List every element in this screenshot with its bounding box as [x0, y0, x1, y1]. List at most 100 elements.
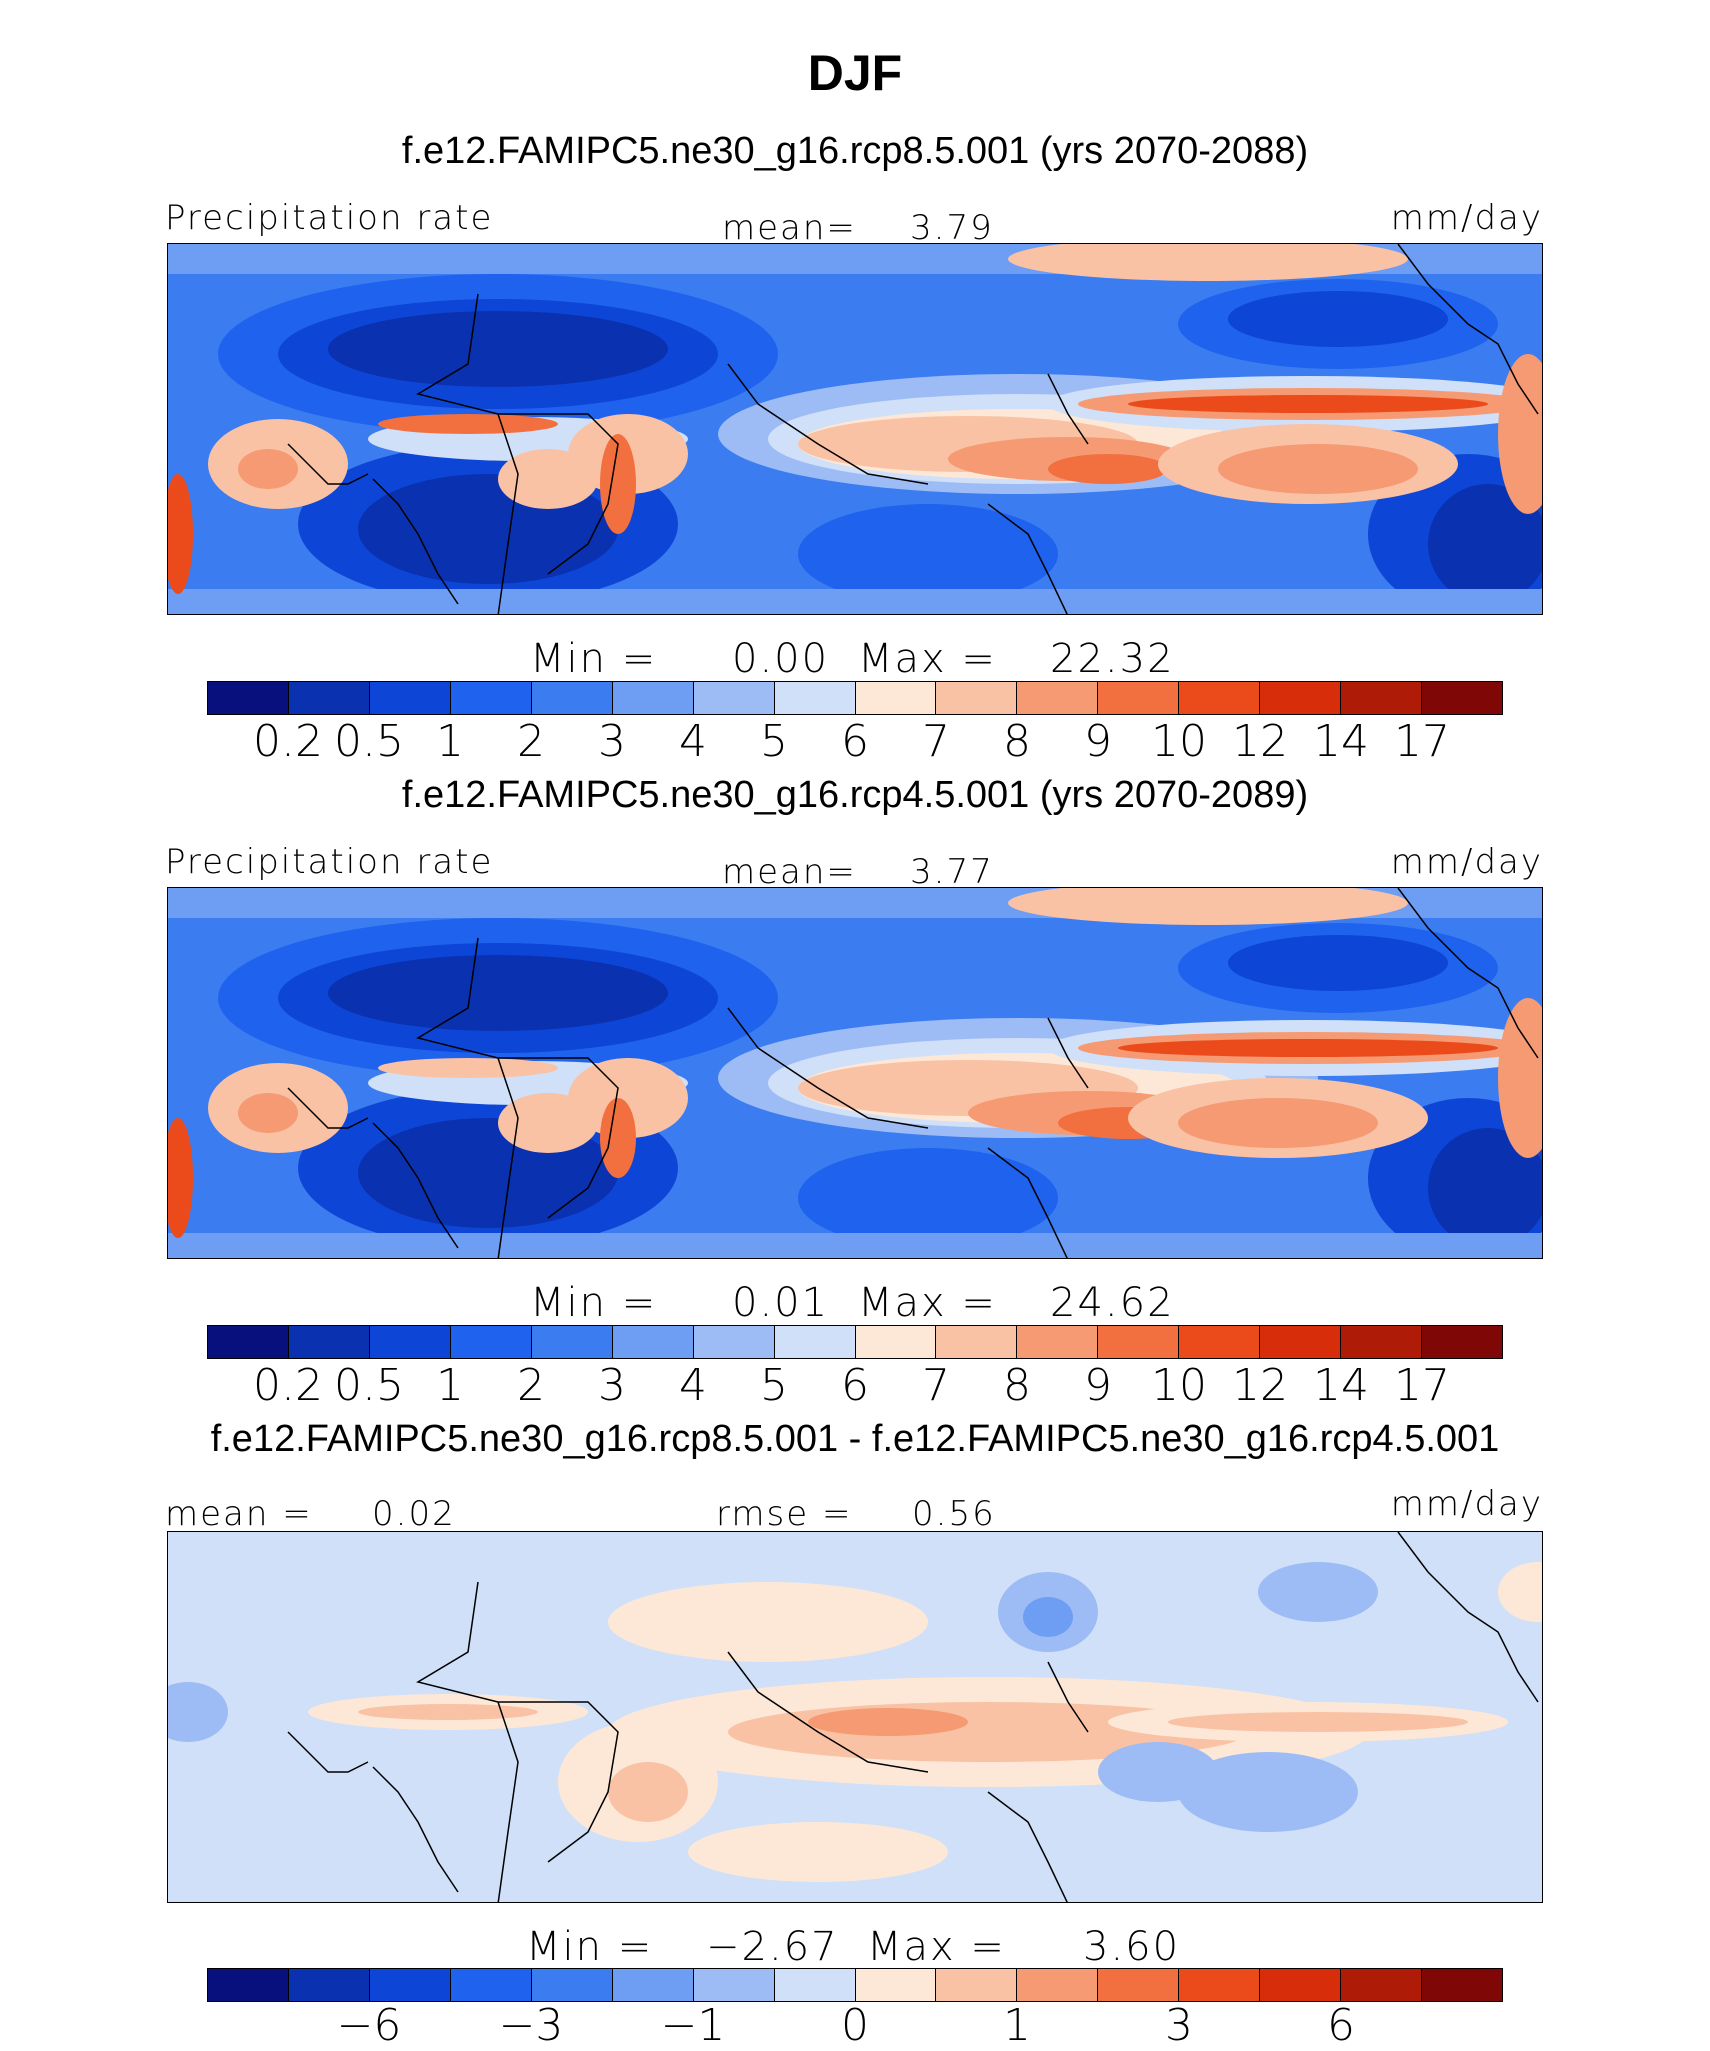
colorbar-tick: 17	[1394, 1360, 1450, 1411]
panel2-case-title: f.e12.FAMIPC5.ne30_g16.rcp4.5.001 (yrs 2…	[401, 774, 1309, 816]
colorbar-swatch	[1341, 1969, 1423, 2001]
panel3-difference-map	[167, 1531, 1543, 1903]
colorbar-tick: 0.5	[334, 1360, 404, 1411]
colorbar-swatch	[1098, 1969, 1180, 2001]
panel3-mean-label: mean =	[165, 1494, 313, 1534]
colorbar-swatch	[774, 1326, 856, 1358]
colorbar-swatch	[693, 1326, 775, 1358]
colorbar-tick: 6	[841, 716, 869, 767]
colorbar-swatch	[1341, 1326, 1423, 1358]
colorbar-tick: −3	[498, 2000, 564, 2051]
panel1-max-value: 22.32	[1050, 636, 1175, 682]
colorbar-swatch	[855, 1326, 937, 1358]
panel2-max-value: 24.62	[1050, 1280, 1175, 1326]
colorbar-tick: 5	[760, 716, 788, 767]
colorbar-swatch	[531, 682, 613, 714]
panel1-min-value: 0.00	[732, 636, 830, 682]
colorbar-tick: 7	[922, 1360, 950, 1411]
panel2-variable-label: Precipitation rate	[165, 842, 494, 882]
colorbar-swatch	[936, 1969, 1018, 2001]
panel3-rmse-value: 0.56	[912, 1494, 996, 1534]
colorbar-tick: 2	[517, 716, 545, 767]
colorbar-tick: −6	[336, 2000, 402, 2051]
panel2-mean-label: mean=	[722, 852, 857, 892]
colorbar-swatch	[531, 1326, 613, 1358]
colorbar-swatch	[1260, 682, 1342, 714]
colorbar-swatch	[774, 682, 856, 714]
colorbar-swatch	[1017, 1326, 1099, 1358]
panel2-min-value: 0.01	[732, 1280, 830, 1326]
colorbar-swatch	[1098, 682, 1180, 714]
colorbar-tick: 0.5	[334, 716, 404, 767]
colorbar-swatch	[531, 1969, 613, 2001]
panel3-units: mm/day	[1390, 1484, 1543, 1524]
colorbar-swatch	[774, 1969, 856, 2001]
colorbar-swatch	[208, 1326, 289, 1358]
panel2-max-label: Max =	[858, 1280, 997, 1326]
colorbar-tick: 4	[679, 1360, 707, 1411]
colorbar-swatch	[1017, 682, 1099, 714]
colorbar-tick: 1	[436, 1360, 464, 1411]
colorbar-tick: 14	[1313, 716, 1369, 767]
panel1-units: mm/day	[1390, 198, 1543, 238]
colorbar-swatch	[1422, 1969, 1502, 2001]
colorbar-swatch	[1179, 682, 1261, 714]
panel1-case-title: f.e12.FAMIPC5.ne30_g16.rcp8.5.001 (yrs 2…	[401, 130, 1309, 172]
colorbar-swatch	[693, 1969, 775, 2001]
colorbar-swatch	[1341, 682, 1423, 714]
panel1-precipitation-map	[167, 243, 1543, 615]
colorbar-tick: 7	[922, 716, 950, 767]
colorbar-tick: 1	[1003, 2000, 1031, 2051]
colorbar-swatch	[612, 682, 694, 714]
panel1-min-label: Min =	[530, 636, 658, 682]
colorbar-tick: 8	[1003, 1360, 1031, 1411]
colorbar-tick: 0	[841, 2000, 869, 2051]
colorbar-swatch	[612, 1969, 694, 2001]
colorbar-swatch	[855, 682, 937, 714]
panel3-max-label: Max =	[867, 1924, 1006, 1970]
colorbar-tick: 1	[436, 716, 464, 767]
panel1-colorbar	[207, 681, 1503, 715]
figure-title: DJF	[807, 45, 903, 101]
colorbar-tick: 14	[1313, 1360, 1369, 1411]
colorbar-swatch	[1260, 1326, 1342, 1358]
colorbar-tick: 3	[598, 716, 626, 767]
colorbar-tick: 4	[679, 716, 707, 767]
colorbar-swatch	[369, 1969, 451, 2001]
colorbar-swatch	[288, 1326, 370, 1358]
colorbar-swatch	[1017, 1969, 1099, 2001]
colorbar-swatch	[208, 682, 289, 714]
colorbar-tick: 3	[1165, 2000, 1193, 2051]
colorbar-tick: −1	[660, 2000, 726, 2051]
colorbar-swatch	[369, 682, 451, 714]
colorbar-tick: 12	[1232, 716, 1288, 767]
colorbar-tick: 12	[1232, 1360, 1288, 1411]
panel1-mean-value: 3.79	[910, 208, 994, 248]
colorbar-swatch	[1422, 682, 1502, 714]
colorbar-swatch	[450, 682, 532, 714]
colorbar-swatch	[855, 1969, 937, 2001]
panel1-max-label: Max =	[858, 636, 997, 682]
panel3-colorbar	[207, 1968, 1503, 2002]
panel3-min-label: Min =	[526, 1924, 654, 1970]
colorbar-swatch	[288, 682, 370, 714]
panel3-case-title: f.e12.FAMIPC5.ne30_g16.rcp8.5.001 - f.e1…	[210, 1418, 1500, 1460]
colorbar-tick: 6	[841, 1360, 869, 1411]
colorbar-swatch	[369, 1326, 451, 1358]
panel1-mean-label: mean=	[722, 208, 857, 248]
colorbar-tick: 3	[598, 1360, 626, 1411]
colorbar-swatch	[693, 682, 775, 714]
colorbar-tick: 2	[517, 1360, 545, 1411]
panel1-variable-label: Precipitation rate	[165, 198, 494, 238]
panel2-mean-value: 3.77	[910, 852, 994, 892]
colorbar-tick: 5	[760, 1360, 788, 1411]
colorbar-swatch	[1179, 1326, 1261, 1358]
colorbar-swatch	[936, 682, 1018, 714]
colorbar-tick: 17	[1394, 716, 1450, 767]
colorbar-swatch	[450, 1326, 532, 1358]
panel2-colorbar	[207, 1325, 1503, 1359]
panel2-units: mm/day	[1390, 842, 1543, 882]
colorbar-swatch	[450, 1969, 532, 2001]
colorbar-swatch	[288, 1969, 370, 2001]
colorbar-tick: 0.2	[253, 1360, 323, 1411]
